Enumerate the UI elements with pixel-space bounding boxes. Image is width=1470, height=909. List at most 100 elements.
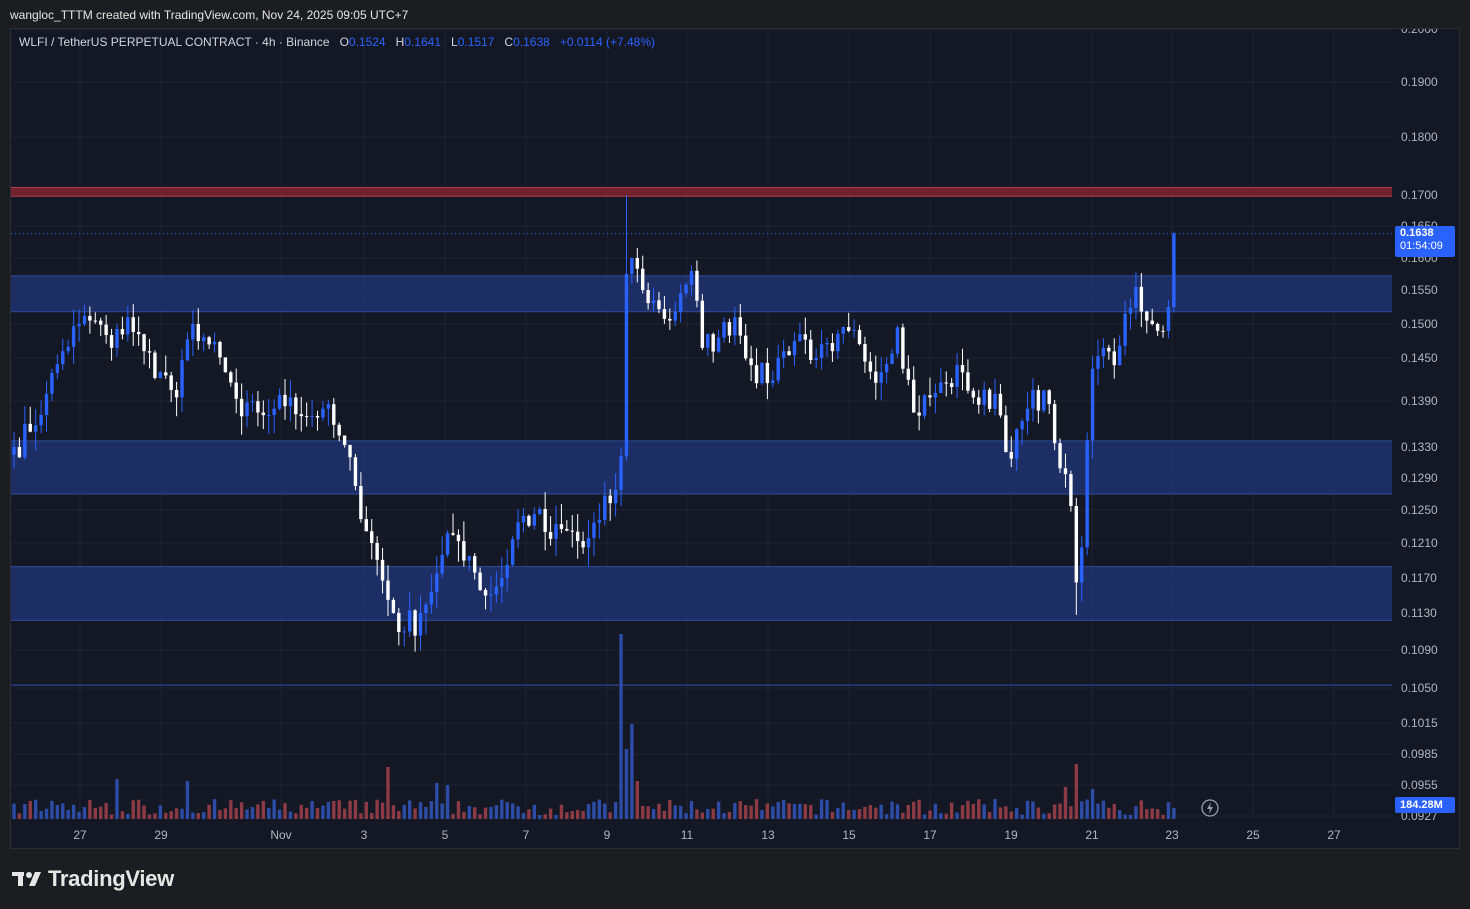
volume-bar — [987, 812, 992, 819]
volume-value: 184.28M — [1400, 799, 1443, 811]
volume-bar — [570, 811, 574, 819]
candle-body — [641, 268, 645, 290]
candle-body — [413, 610, 417, 636]
volume-bar — [109, 814, 114, 819]
candle-body — [776, 357, 780, 381]
tradingview-logo[interactable]: TradingView — [12, 866, 174, 892]
candle-body — [473, 556, 477, 573]
volume-bar — [256, 804, 260, 819]
volume-bar — [592, 801, 596, 819]
candle-body — [689, 270, 694, 285]
candle-body — [272, 408, 276, 415]
candle-body — [505, 564, 509, 578]
volume-bar — [630, 724, 634, 819]
volume-bar — [304, 807, 309, 819]
candle-body — [912, 379, 916, 413]
volume-bar — [624, 749, 629, 819]
candle-body — [917, 412, 921, 416]
volume-bar — [375, 799, 379, 819]
volume-bar — [288, 811, 293, 819]
candle-body — [1155, 323, 1160, 331]
volume-bar — [857, 809, 862, 819]
volume-bar — [380, 802, 385, 819]
candle-body — [234, 382, 238, 399]
volume-bar — [61, 803, 65, 819]
volume-bar — [1123, 814, 1127, 819]
price-axis-label: 0.1390 — [1401, 394, 1438, 408]
candle-body — [733, 317, 737, 336]
candle-body — [380, 559, 385, 581]
candle-body — [722, 322, 726, 338]
volume-bar — [554, 814, 558, 819]
date-axis-label: 19 — [1004, 828, 1018, 842]
candle-body — [695, 270, 699, 301]
volume-bar — [12, 803, 16, 819]
volume-bar — [955, 812, 959, 819]
candle-body — [218, 341, 222, 358]
volume-bar — [207, 804, 211, 819]
candle-body — [906, 368, 910, 380]
candle-body — [337, 424, 341, 436]
candle-body — [787, 351, 791, 356]
date-axis-label: 23 — [1165, 828, 1179, 842]
price-axis-label: 0.0955 — [1401, 778, 1438, 792]
volume-bar — [1096, 803, 1100, 819]
volume-bar — [223, 808, 228, 819]
volume-badge: 184.28M — [1395, 797, 1455, 813]
candle-body — [55, 364, 60, 373]
price-axis-label: 0.1250 — [1401, 503, 1438, 517]
candle-body — [397, 612, 401, 633]
volume-bar — [1009, 811, 1013, 819]
volume-bar — [337, 800, 341, 819]
candle-body — [370, 531, 374, 543]
candle-body — [212, 341, 217, 345]
candle-body — [803, 334, 808, 340]
volume-bar — [836, 808, 840, 819]
candle-body — [635, 258, 639, 269]
candle-body — [868, 361, 873, 372]
candle-body — [196, 324, 200, 342]
candle-body — [489, 594, 493, 596]
volume-bar — [1031, 801, 1035, 819]
volume-bar — [765, 803, 770, 819]
candle-body — [662, 309, 667, 319]
price-chart[interactable]: 0.20000.19000.18000.17000.16500.16000.15… — [11, 29, 1459, 848]
candle-body — [651, 300, 656, 304]
date-axis-label: 15 — [842, 828, 856, 842]
date-axis-label: 11 — [681, 828, 694, 842]
candle-body — [229, 372, 233, 383]
candle-body — [516, 522, 520, 540]
volume-bar — [575, 809, 580, 819]
volume-bar — [738, 801, 742, 819]
volume-bar — [1004, 806, 1008, 819]
volume-bar — [565, 812, 569, 819]
volume-bar — [462, 811, 466, 819]
volume-bar — [429, 801, 434, 819]
volume-bar — [1020, 814, 1024, 819]
volume-bar — [218, 809, 222, 819]
candle-body — [760, 362, 764, 384]
candle-body — [12, 447, 16, 455]
lightning-icon[interactable] — [1201, 799, 1219, 817]
candle-body — [581, 541, 585, 548]
candle-body — [1107, 347, 1111, 352]
candle-body — [922, 395, 927, 416]
volume-bar — [1036, 807, 1041, 819]
volume-bar — [538, 814, 542, 819]
candle-body — [267, 414, 271, 416]
candle-body — [1080, 547, 1084, 583]
volume-bar — [966, 800, 970, 819]
volume-bar — [467, 806, 471, 819]
candle-body — [619, 456, 623, 490]
candle-body — [592, 522, 596, 538]
volume-bar — [169, 811, 173, 819]
volume-bar — [1145, 809, 1149, 819]
volume-bar — [1150, 808, 1154, 819]
candle-body — [1134, 286, 1138, 308]
volume-bar — [1112, 803, 1116, 819]
chart-frame[interactable]: 0.20000.19000.18000.17000.16500.16000.15… — [10, 28, 1460, 849]
candle-body — [706, 334, 710, 348]
volume-bar — [1052, 804, 1057, 819]
candle-body — [825, 343, 829, 345]
low-label: L — [451, 35, 458, 49]
